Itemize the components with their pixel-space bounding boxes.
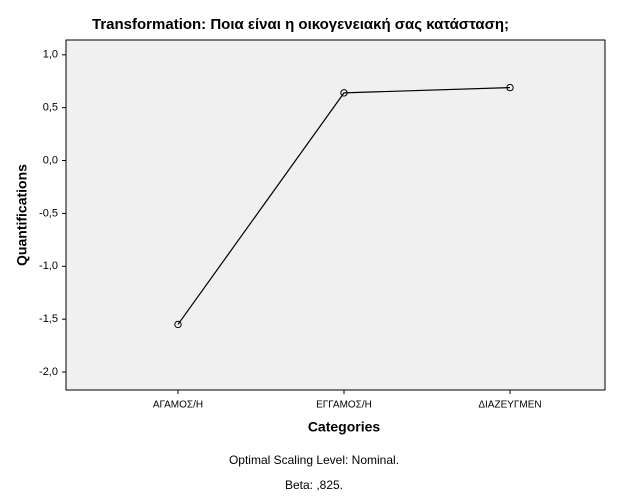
- x-axis-label: Categories: [308, 419, 381, 435]
- y-tick-label: 0,5: [43, 102, 58, 114]
- data-point: [174, 320, 182, 329]
- plot-area: [65, 39, 606, 391]
- data-point: [340, 89, 348, 97]
- footnote: Beta: ,825.: [285, 478, 343, 492]
- footnote: Optimal Scaling Level: Nominal.: [229, 453, 399, 467]
- y-tick-label: 1,0: [43, 49, 58, 61]
- x-tick-label: ΑΓΑΜΟΣ/Η: [153, 400, 203, 411]
- y-tick-label: -0,5: [39, 207, 58, 219]
- y-tick-label: -2,0: [39, 366, 58, 378]
- y-tick-label: -1,5: [39, 313, 58, 325]
- chart-title: Transformation: Ποια είναι η οικογενειακ…: [92, 16, 509, 33]
- x-tick-label: ΕΓΓΑΜΟΣ/Η: [316, 400, 372, 411]
- y-tick-label: -1,0: [39, 260, 58, 272]
- data-line: [177, 86, 511, 325]
- data-point: [506, 83, 514, 92]
- y-tick-label: 0,0: [43, 154, 58, 166]
- y-axis-label: Quantifications: [14, 164, 30, 266]
- x-tick-label: ΔΙΑΖΕΥΓΜΕΝ: [478, 400, 541, 411]
